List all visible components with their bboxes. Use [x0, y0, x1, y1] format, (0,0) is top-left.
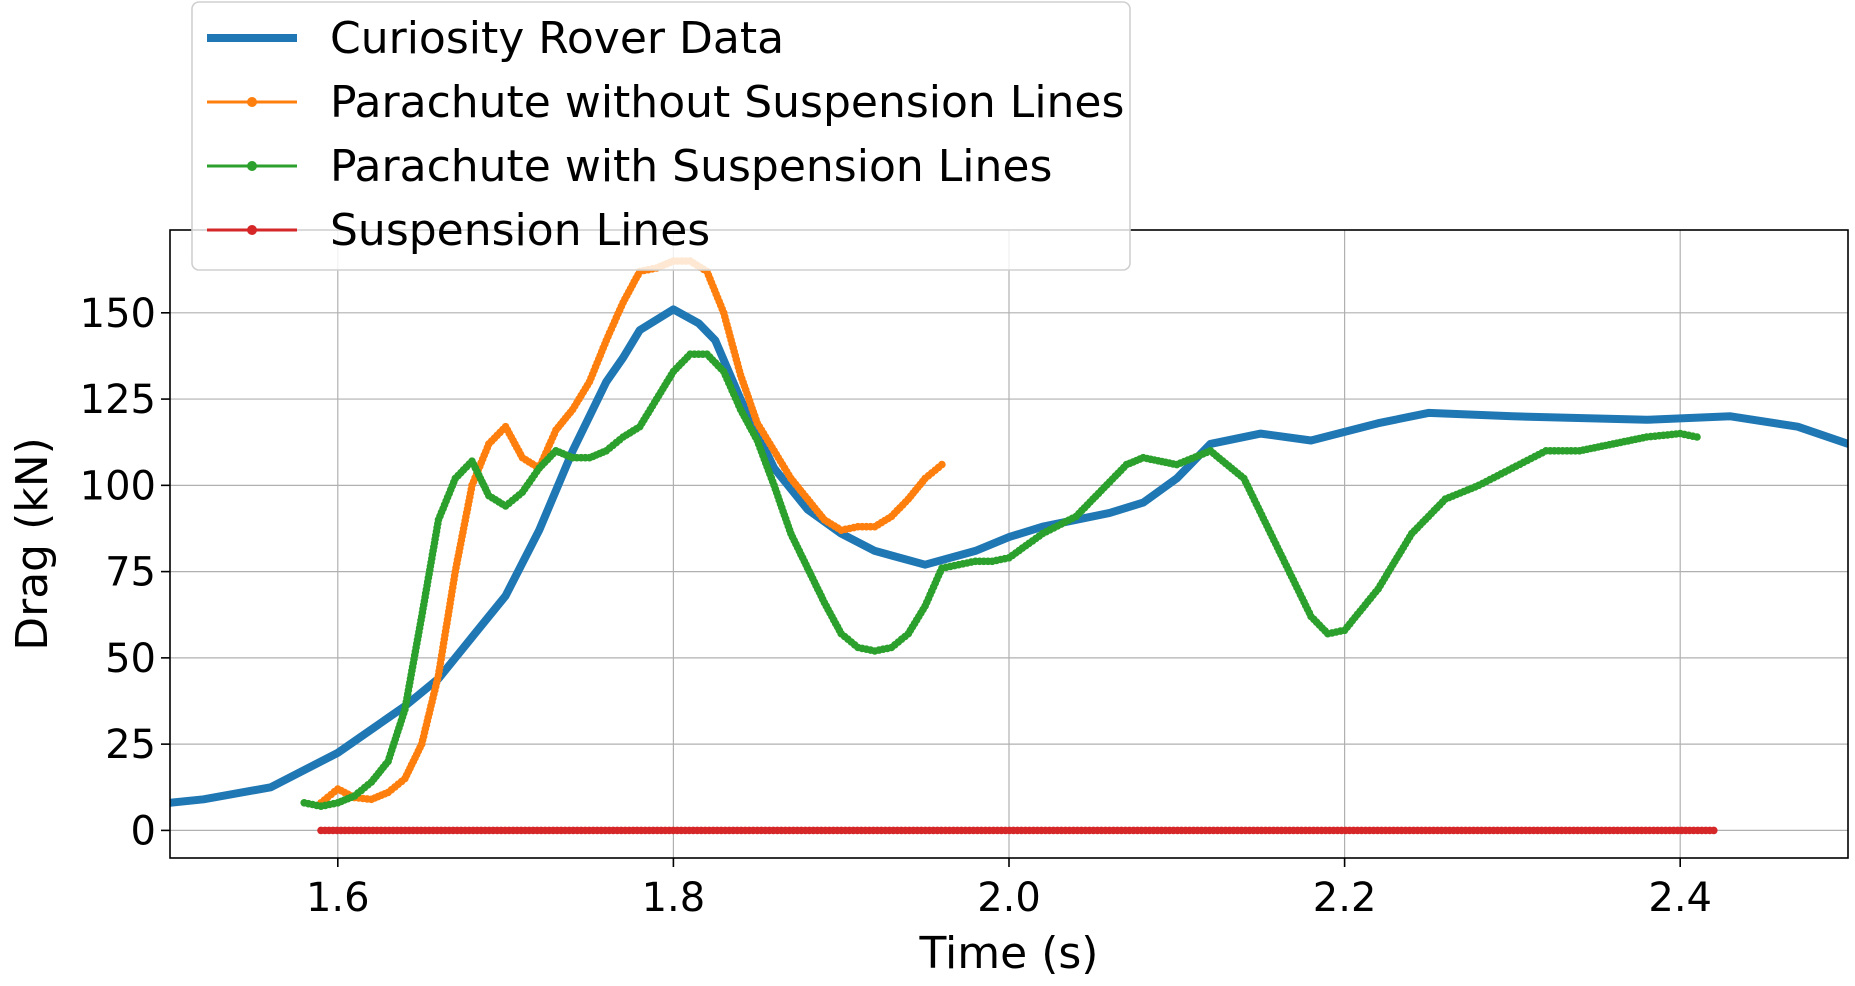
legend: Curiosity Rover Data Parachute without Su… [191, 1, 1131, 271]
legend-label: Parachute with Suspension Lines [330, 141, 1052, 192]
legend-swatch-marker [247, 161, 257, 171]
axis-ticks: 1.6 1.8 2.0 2.2 2.4 0 25 50 75 100 125 150 [80, 291, 1712, 921]
legend-label: Parachute without Suspension Lines [330, 77, 1124, 128]
grid [170, 230, 1848, 858]
x-tick-label: 2.2 [1313, 875, 1377, 921]
legend-label: Curiosity Rover Data [330, 13, 784, 64]
series-2 [300, 350, 1701, 810]
legend-item: Parachute with Suspension Lines [207, 141, 1052, 192]
data-point [1693, 433, 1701, 441]
y-tick-label: 75 [105, 550, 156, 596]
legend-label: Suspension Lines [330, 205, 710, 256]
y-tick-label: 125 [80, 377, 156, 423]
y-tick-label: 150 [80, 291, 156, 337]
plot-series [170, 257, 1848, 835]
y-tick-label: 0 [131, 808, 156, 854]
x-tick-label: 1.6 [306, 875, 370, 921]
data-point [938, 460, 946, 469]
legend-item: Parachute without Suspension Lines [207, 77, 1124, 128]
x-tick-label: 2.0 [977, 875, 1041, 921]
legend-swatch-marker [247, 97, 257, 107]
x-tick-label: 2.4 [1648, 875, 1712, 921]
y-axis-label: Drag (kN) [7, 437, 58, 651]
series-1 [317, 257, 946, 807]
x-axis-label: Time (s) [919, 928, 1099, 979]
legend-item: Suspension Lines [207, 205, 710, 256]
data-point [1710, 826, 1718, 835]
legend-item: Curiosity Rover Data [207, 13, 784, 64]
y-tick-label: 50 [105, 636, 156, 682]
legend-swatch-marker [247, 225, 257, 235]
x-tick-label: 1.8 [642, 875, 706, 921]
series-3 [317, 826, 1718, 835]
legend-box [191, 1, 1131, 271]
y-tick-label: 100 [80, 463, 156, 509]
y-tick-label: 25 [105, 722, 156, 768]
